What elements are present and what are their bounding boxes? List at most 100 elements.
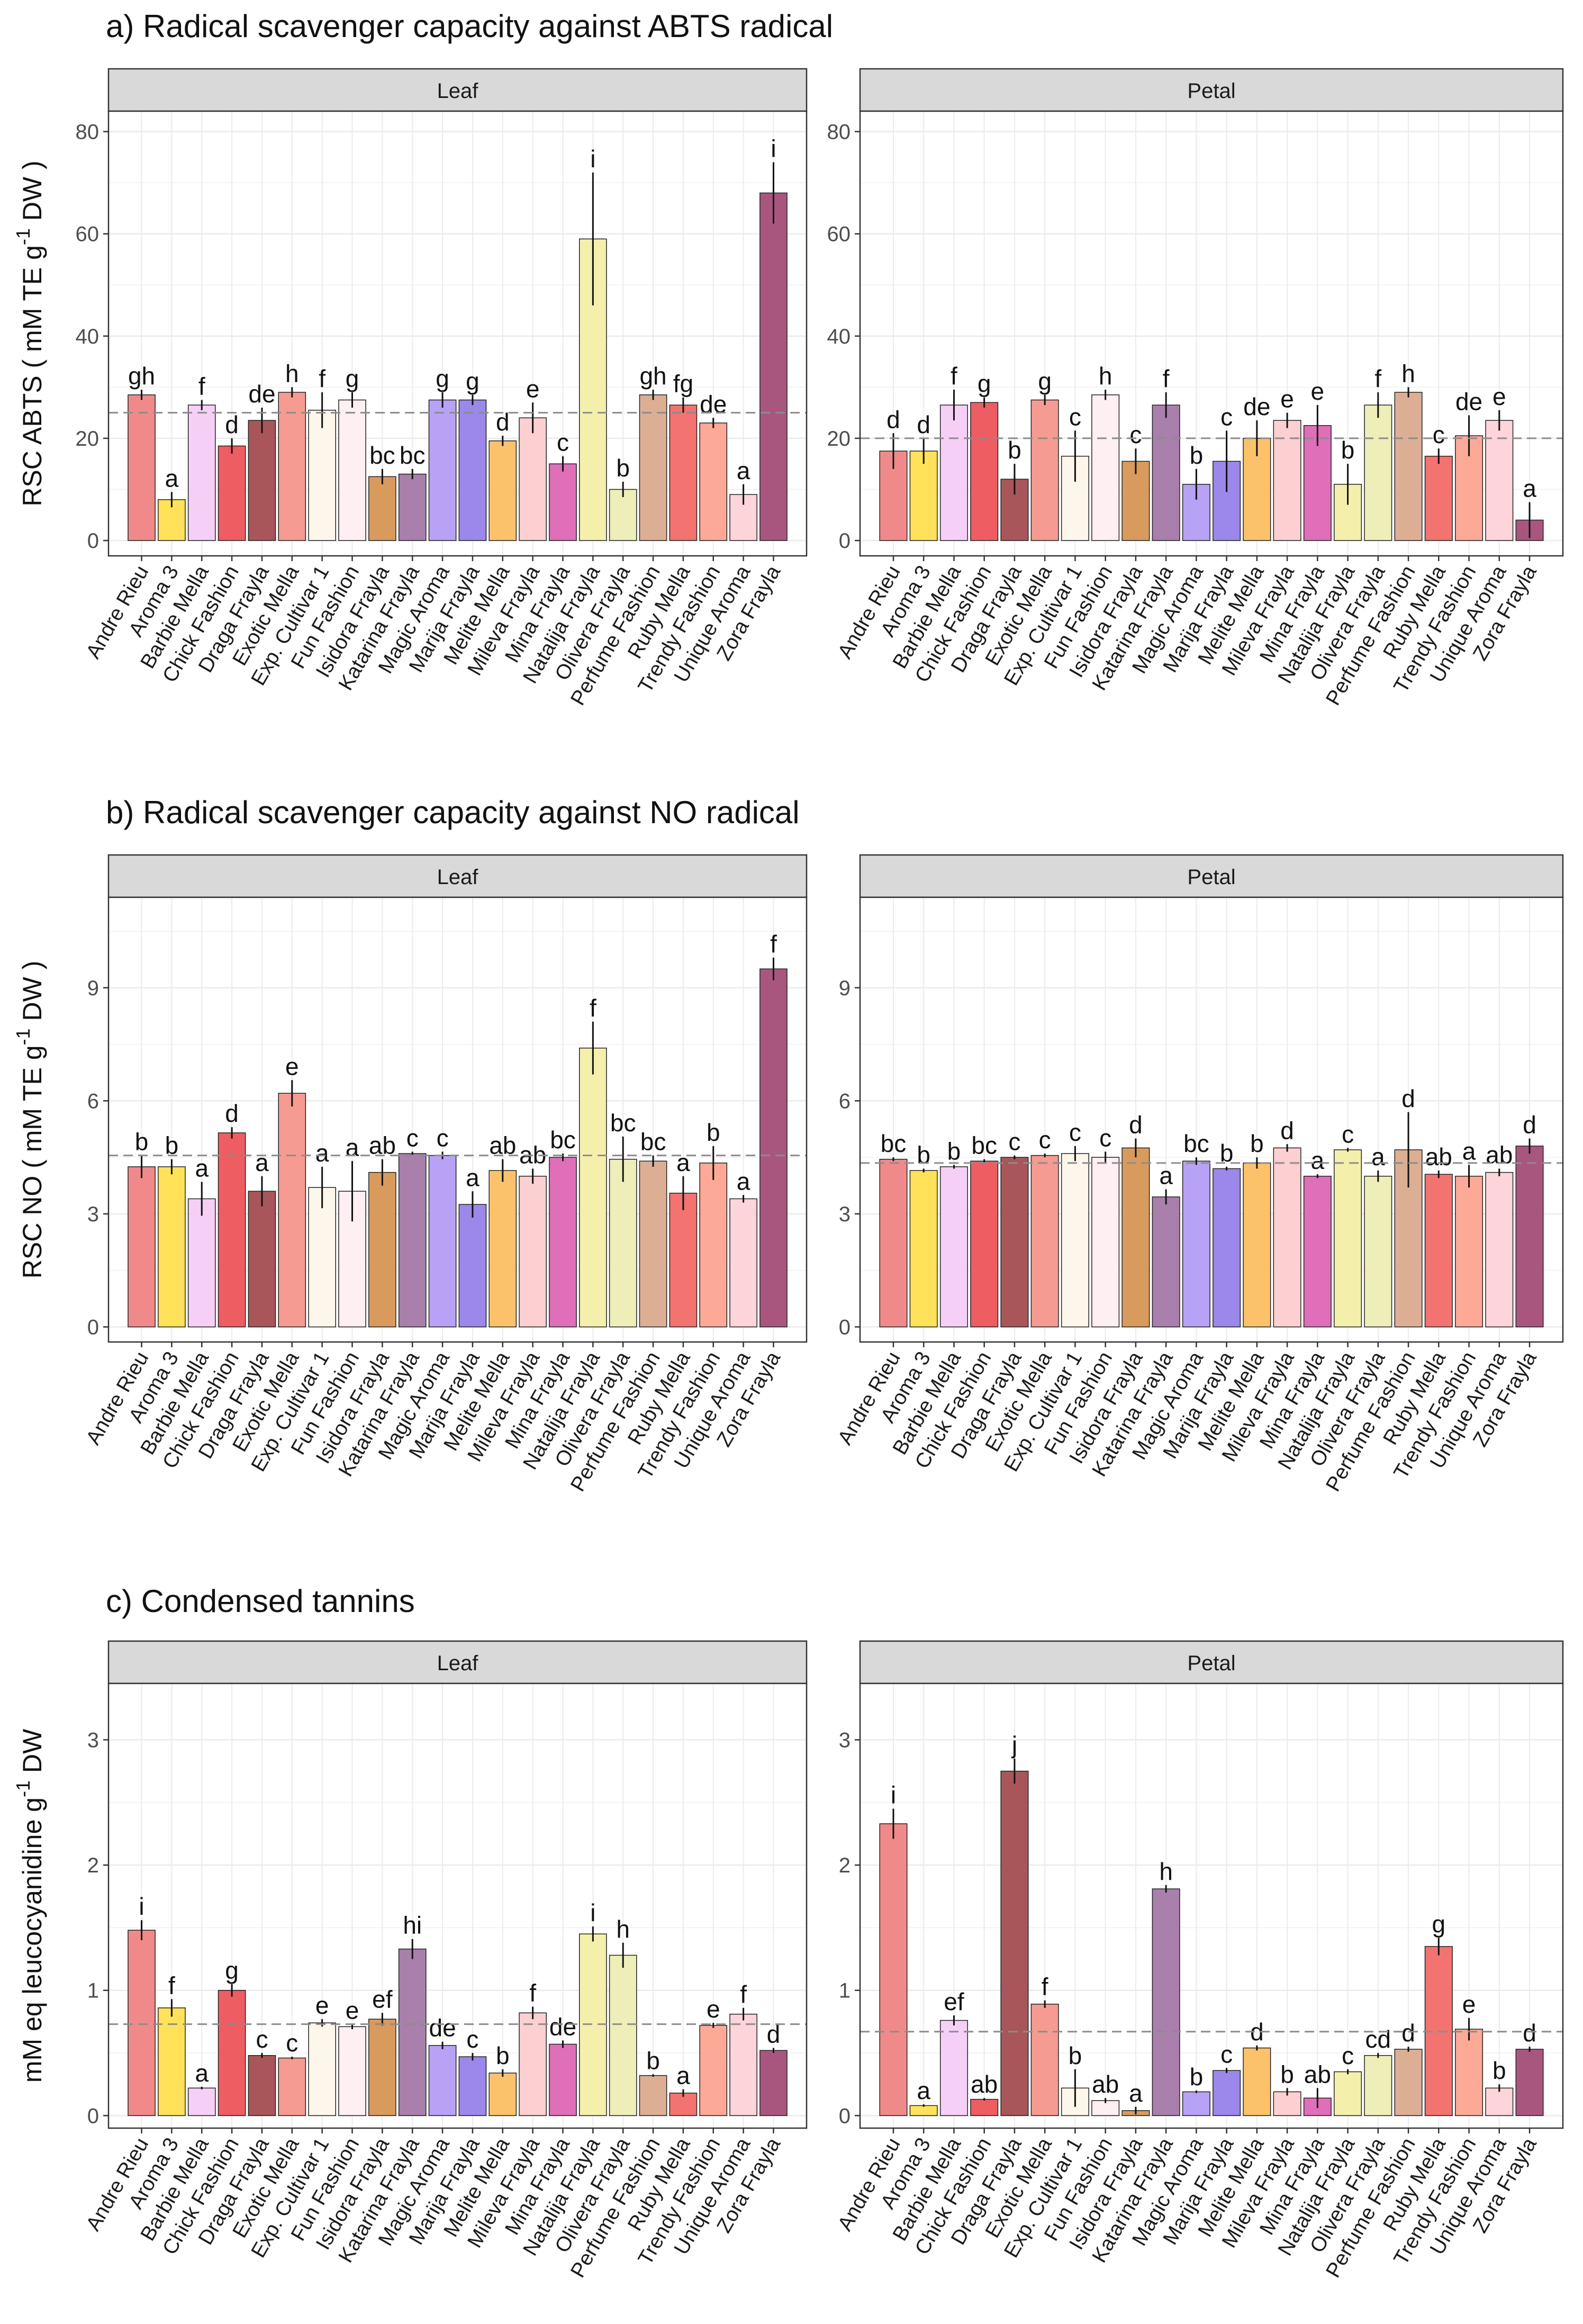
y-tick-label: 0 bbox=[87, 1316, 99, 1339]
significance-letter: bc bbox=[550, 1126, 576, 1154]
facet-strip-label: Petal bbox=[1187, 866, 1235, 889]
significance-letter: a bbox=[165, 464, 179, 492]
bar-mileva-frayla bbox=[519, 1176, 547, 1328]
bar-olivera-frayla bbox=[1364, 404, 1392, 541]
significance-letter: ab bbox=[1486, 1141, 1513, 1169]
panel-title: c) Condensed tannins bbox=[106, 1583, 415, 1619]
significance-letter: e bbox=[315, 1992, 329, 2019]
significance-letter: a bbox=[315, 1139, 329, 1167]
significance-letter: ab bbox=[1092, 2070, 1119, 2098]
bar-unique-aroma bbox=[729, 2013, 757, 2116]
significance-letter: c bbox=[1129, 421, 1142, 448]
bar-magic-aroma bbox=[1182, 2091, 1210, 2116]
significance-letter: ab bbox=[369, 1132, 396, 1159]
significance-letter: c bbox=[1099, 1124, 1111, 1152]
significance-letter: a bbox=[1159, 1162, 1173, 1190]
bar-magic-aroma bbox=[428, 1155, 457, 1328]
significance-letter: bc bbox=[881, 1130, 907, 1157]
significance-letter: d bbox=[225, 1100, 239, 1127]
significance-letter: f bbox=[770, 930, 777, 958]
bar-trendy-fashion bbox=[699, 2025, 728, 2116]
bar-olivera-frayla bbox=[1364, 2055, 1392, 2116]
bar-isidora-frayla bbox=[1121, 461, 1150, 541]
significance-letter: g bbox=[978, 370, 991, 398]
significance-letter: b bbox=[165, 1132, 179, 1159]
bar-fun-fashion bbox=[338, 2026, 366, 2116]
significance-letter: h bbox=[616, 1915, 630, 1943]
significance-letter: c bbox=[1008, 1128, 1020, 1156]
bar-mina-frayla bbox=[549, 463, 577, 541]
bar-perfume-fashion bbox=[1394, 2049, 1423, 2116]
significance-letter: f bbox=[951, 362, 957, 390]
facet-strip bbox=[107, 68, 808, 112]
bar-chick-fashion bbox=[218, 1989, 246, 2116]
bar-aroma-3 bbox=[909, 2105, 938, 2116]
significance-letter: de bbox=[248, 380, 275, 408]
panel-border bbox=[107, 110, 808, 557]
significance-letter: de bbox=[700, 390, 727, 418]
significance-letter: ab bbox=[489, 1132, 516, 1159]
bar-katarina-frayla bbox=[398, 473, 427, 541]
bar-chick-fashion bbox=[970, 1160, 999, 1328]
significance-letter: b bbox=[1492, 2057, 1506, 2084]
significance-letter: c bbox=[406, 1124, 419, 1152]
significance-letter: b bbox=[1220, 1139, 1234, 1167]
significance-letter: d bbox=[917, 411, 930, 438]
significance-letter: de bbox=[549, 2013, 576, 2040]
bar-trendy-fashion bbox=[699, 422, 728, 541]
bar-marija-frayla bbox=[458, 2056, 487, 2116]
significance-letter: c bbox=[1069, 403, 1081, 430]
significance-letter: d bbox=[887, 406, 900, 433]
significance-letter: de bbox=[1243, 393, 1270, 420]
bar-perfume-fashion bbox=[639, 1160, 667, 1328]
y-tick-label: 80 bbox=[76, 121, 99, 144]
bar-chick-fashion bbox=[970, 2098, 999, 2116]
significance-letter: d bbox=[1280, 1116, 1294, 1144]
significance-letter: a bbox=[737, 1167, 750, 1195]
bar-natalija-frayla bbox=[579, 1047, 607, 1328]
significance-letter: h bbox=[1099, 362, 1112, 390]
significance-letter: e bbox=[285, 1052, 299, 1080]
bar-perfume-fashion bbox=[639, 2075, 667, 2116]
bar-marija-frayla bbox=[458, 1204, 487, 1328]
significance-letter: bc bbox=[400, 442, 426, 469]
panel-border bbox=[859, 1682, 1564, 2129]
significance-letter: c bbox=[256, 2025, 268, 2053]
significance-letter: gh bbox=[639, 362, 666, 390]
significance-letter: cd bbox=[1365, 2025, 1391, 2053]
y-tick-label: 40 bbox=[827, 325, 851, 348]
bar-zora-frayla bbox=[759, 192, 788, 541]
significance-letter: c bbox=[1342, 2042, 1354, 2069]
significance-letter: a bbox=[195, 1154, 209, 1182]
bar-fun-fashion bbox=[1091, 394, 1120, 541]
significance-letter: g bbox=[436, 365, 449, 392]
significance-letter: i bbox=[590, 145, 595, 173]
panel-border bbox=[107, 1682, 808, 2129]
facet-strip-label: Petal bbox=[1187, 79, 1235, 103]
significance-letter: b bbox=[1190, 2063, 1204, 2091]
significance-letter: g bbox=[225, 1957, 239, 1984]
significance-letter: b bbox=[917, 1141, 930, 1169]
bar-exotic-mella bbox=[278, 1093, 306, 1328]
bar-mina-frayla bbox=[1303, 1176, 1332, 1328]
bar-exotic-mella bbox=[1030, 399, 1059, 541]
facet-strip-label: Leaf bbox=[437, 79, 479, 103]
bar-zora-frayla bbox=[759, 968, 788, 1328]
bar-marija-frayla bbox=[1213, 2070, 1241, 2116]
significance-letter: a bbox=[1129, 2079, 1143, 2107]
significance-letter: f bbox=[740, 1980, 747, 2008]
significance-letter: i bbox=[771, 135, 776, 163]
y-tick-label: 0 bbox=[87, 529, 99, 553]
bar-chick-fashion bbox=[218, 445, 246, 541]
bar-exp-cultivar-1 bbox=[308, 410, 336, 541]
bar-melite-mella bbox=[1243, 2047, 1271, 2116]
significance-letter: c bbox=[466, 2025, 478, 2053]
y-tick-label: 60 bbox=[76, 223, 99, 246]
significance-letter: g bbox=[1432, 1910, 1446, 1938]
significance-letter: b bbox=[1190, 442, 1204, 469]
y-tick-label: 3 bbox=[87, 1728, 99, 1752]
bar-isidora-frayla bbox=[1121, 1147, 1150, 1328]
bar-olivera-frayla bbox=[609, 1158, 637, 1328]
